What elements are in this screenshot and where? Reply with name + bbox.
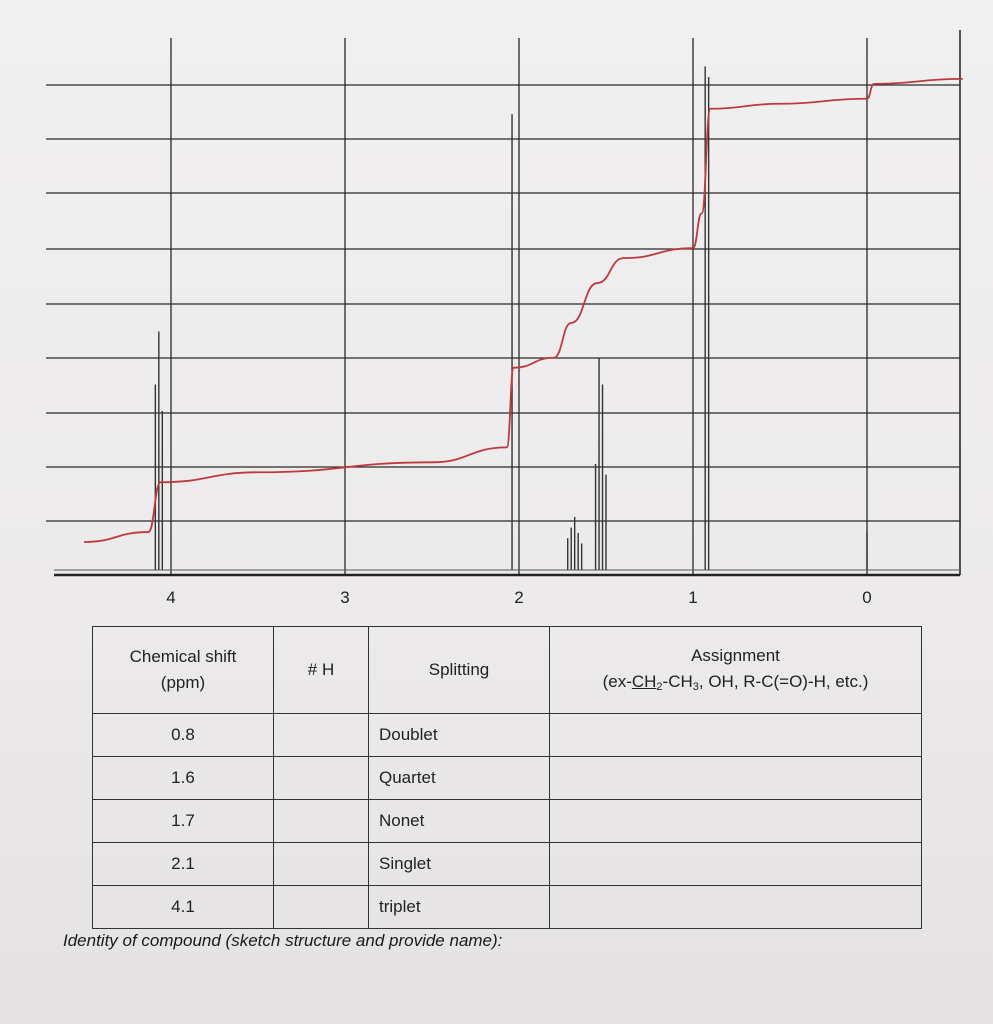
cell-assignment[interactable] xyxy=(549,799,922,843)
header-assignment: Assignment (ex-CH2-CH3, OH, R-C(=O)-H, e… xyxy=(549,626,922,714)
spectrum-peaks xyxy=(54,66,960,571)
cell-splitting: triplet xyxy=(368,885,550,929)
identity-prompt: Identity of compound (sketch structure a… xyxy=(63,931,503,950)
cell-splitting: Nonet xyxy=(368,799,550,843)
cell-chemical-shift: 2.1 xyxy=(92,842,274,886)
x-tick-label: 2 xyxy=(514,588,523,607)
cell-assignment[interactable] xyxy=(549,885,922,929)
nmr-data-table: Chemical shift (ppm) # H Splitting Assig… xyxy=(92,626,922,929)
cell-num-h[interactable] xyxy=(273,756,369,800)
cell-num-h[interactable] xyxy=(273,842,369,886)
table-header-row: Chemical shift (ppm) # H Splitting Assig… xyxy=(92,626,922,714)
cell-chemical-shift: 1.7 xyxy=(92,799,274,843)
table-row: 0.8 Doublet xyxy=(92,713,922,757)
table-row: 2.1 Singlet xyxy=(92,842,922,886)
x-axis-tick-labels: 4 3 2 1 0 xyxy=(166,588,871,607)
assignment-example: (ex-CH2-CH3, OH, R-C(=O)-H, etc.) xyxy=(602,672,869,693)
header-chemical-shift: Chemical shift (ppm) xyxy=(92,626,274,714)
cell-num-h[interactable] xyxy=(273,713,369,757)
cell-assignment[interactable] xyxy=(549,842,922,886)
header-num-h: # H xyxy=(273,626,369,714)
header-splitting: Splitting xyxy=(368,626,550,714)
cell-splitting: Quartet xyxy=(368,756,550,800)
cell-chemical-shift: 0.8 xyxy=(92,713,274,757)
grid-horizontal-lines xyxy=(46,84,960,522)
cell-chemical-shift: 4.1 xyxy=(92,885,274,929)
table-row: 4.1 triplet xyxy=(92,885,922,929)
grid-vertical-lines xyxy=(170,30,961,575)
x-tick-label: 3 xyxy=(340,588,349,607)
table-row: 1.7 Nonet xyxy=(92,799,922,843)
x-tick-label: 4 xyxy=(166,588,175,607)
table-row: 1.6 Quartet xyxy=(92,756,922,800)
nmr-spectrum: 4 3 2 1 0 xyxy=(46,30,963,607)
cell-assignment[interactable] xyxy=(549,756,922,800)
cell-num-h[interactable] xyxy=(273,885,369,929)
x-tick-label: 0 xyxy=(862,588,871,607)
integration-curve xyxy=(83,77,963,543)
cell-splitting: Singlet xyxy=(368,842,550,886)
cell-chemical-shift: 1.6 xyxy=(92,756,274,800)
cell-splitting: Doublet xyxy=(368,713,550,757)
cell-assignment[interactable] xyxy=(549,713,922,757)
cell-num-h[interactable] xyxy=(273,799,369,843)
x-tick-label: 1 xyxy=(688,588,697,607)
